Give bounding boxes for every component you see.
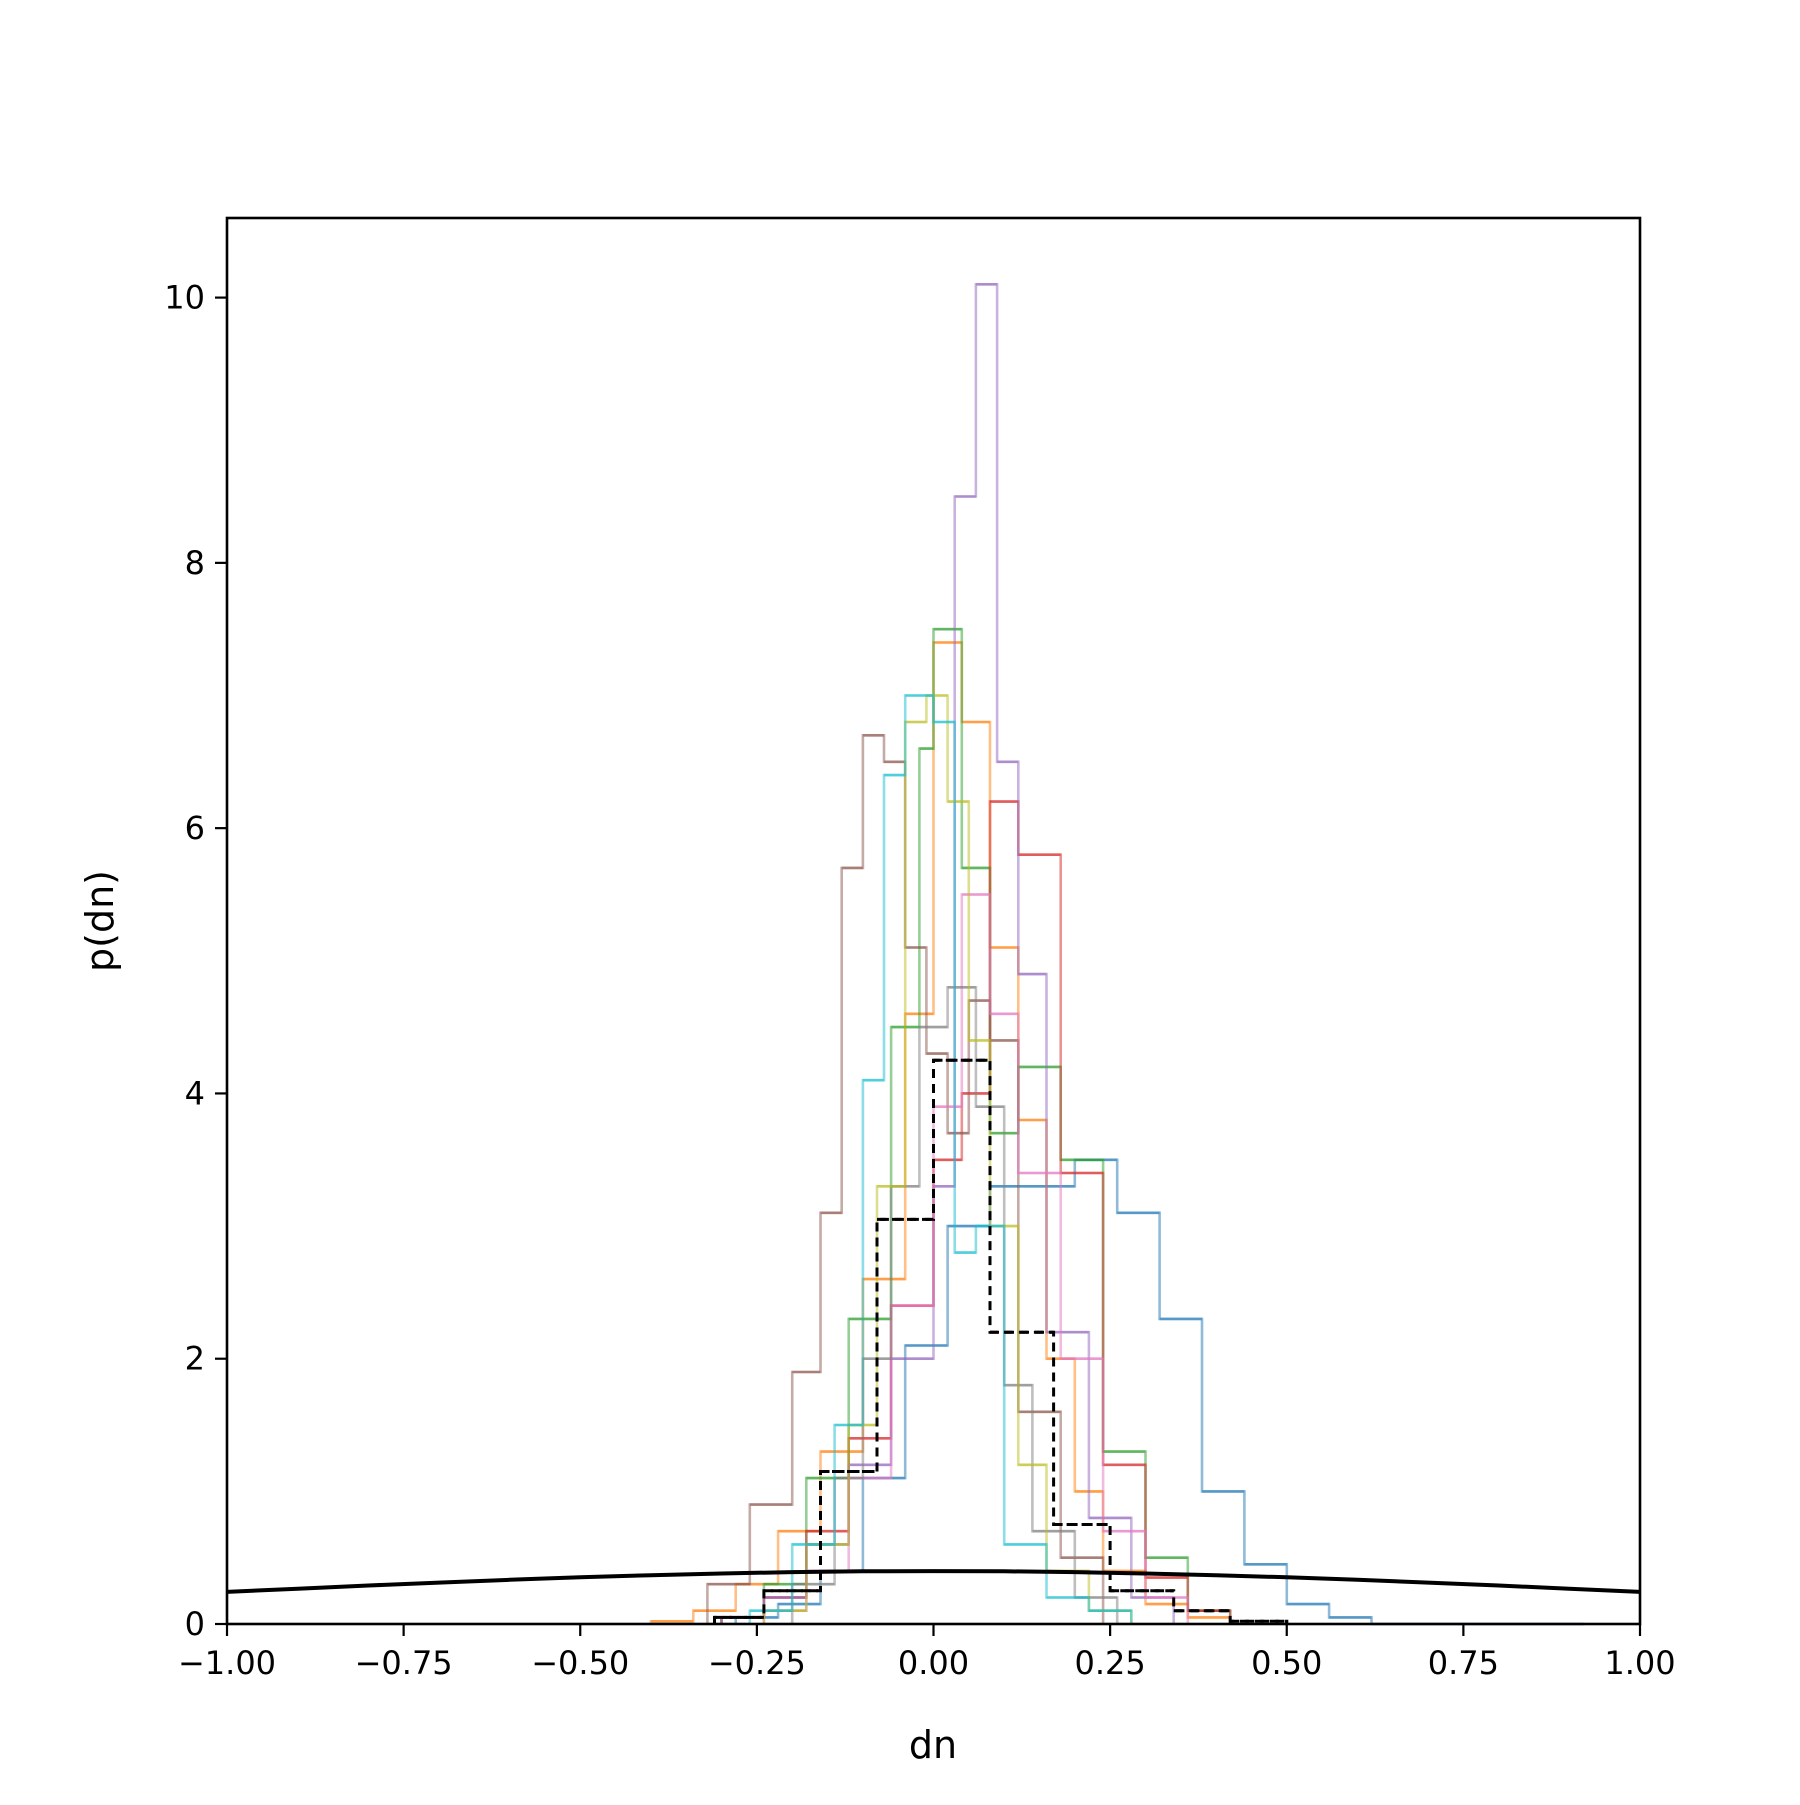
x-tick-label-2: −0.50 [531, 1644, 629, 1682]
series-2 [720, 627, 1232, 1624]
y-tick-label-4: 8 [185, 544, 205, 582]
x-tick-label-6: 0.50 [1251, 1644, 1322, 1682]
y-tick-label-2: 4 [185, 1074, 205, 1112]
series-layer [226, 282, 1641, 1626]
x-axis-ticks: −1.00 −0.75 −0.50 −0.25 0.00 0.25 0.50 0.75 1.00 [178, 1624, 1676, 1682]
series-11 [226, 1569, 1641, 1594]
y-tick-label-1: 2 [185, 1340, 205, 1378]
series-4-outline [720, 283, 1175, 1624]
series-10 [713, 1058, 1289, 1624]
series-1 [649, 641, 1232, 1624]
series-4 [720, 282, 1175, 1624]
x-tick-label-4: 0.00 [898, 1644, 969, 1682]
series-10-outline [713, 1058, 1289, 1624]
series-11-curve [226, 1569, 1641, 1594]
series-9 [748, 694, 1133, 1624]
y-axis-label: p(dn) [78, 870, 122, 972]
x-tick-label-8: 1.00 [1604, 1644, 1675, 1682]
x-tick-label-1: −0.75 [355, 1644, 453, 1682]
y-tick-label-0: 0 [185, 1605, 205, 1643]
x-tick-label-7: 0.75 [1428, 1644, 1499, 1682]
y-tick-label-3: 6 [185, 809, 205, 847]
x-tick-label-0: −1.00 [178, 1644, 276, 1682]
series-9-outline [748, 694, 1133, 1624]
x-tick-label-3: −0.25 [708, 1644, 806, 1682]
x-axis-label: dn [909, 1723, 957, 1767]
x-tick-label-5: 0.25 [1075, 1644, 1146, 1682]
series-2-outline [720, 627, 1232, 1624]
series-1-outline [649, 641, 1232, 1624]
y-axis-ticks: 0 2 4 6 8 10 [164, 279, 227, 1643]
y-tick-label-5: 10 [164, 279, 205, 317]
